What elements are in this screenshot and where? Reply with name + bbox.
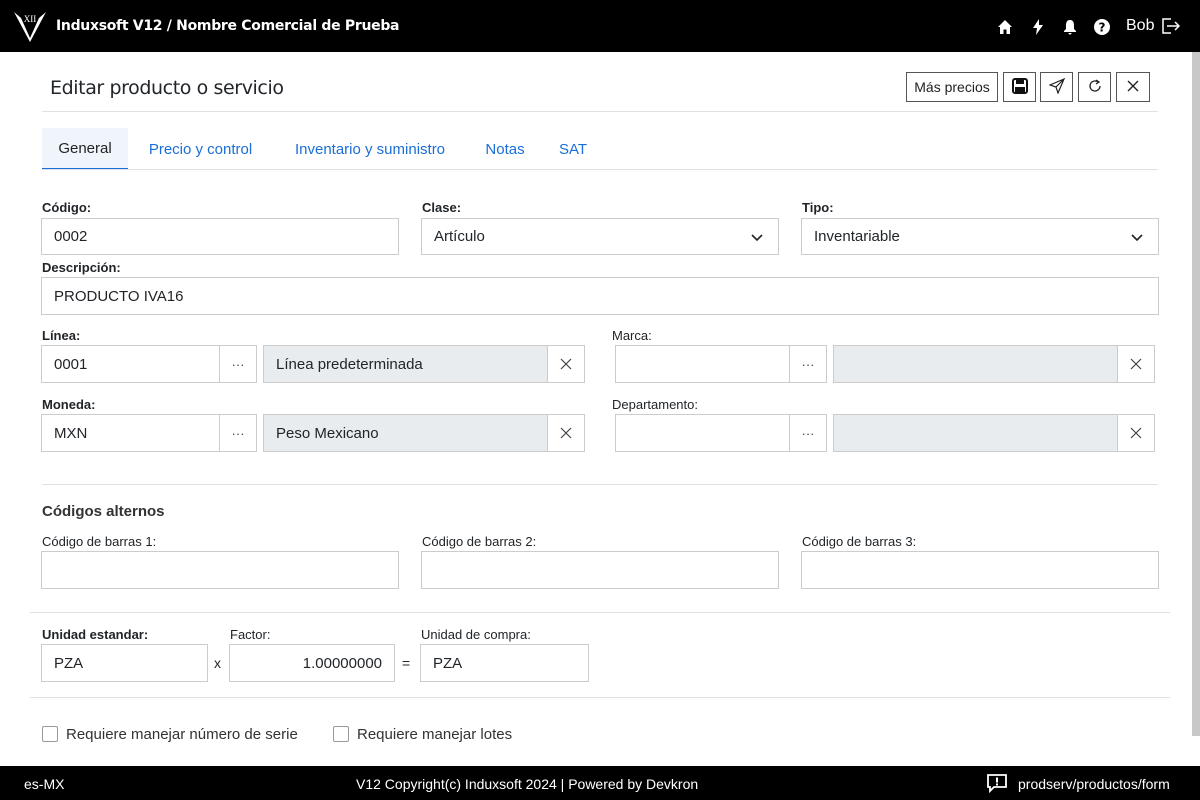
user-name[interactable]: Bob: [1126, 17, 1155, 34]
header-divider: [42, 111, 1158, 112]
tipo-select[interactable]: Inventariable: [801, 218, 1159, 255]
codigo-input[interactable]: 0002: [41, 218, 399, 255]
save-icon: [1011, 77, 1028, 97]
linea-code-input[interactable]: 0001: [41, 345, 220, 383]
unidad-std-input[interactable]: PZA: [41, 644, 208, 682]
marca-clear-button[interactable]: [1117, 345, 1155, 383]
unidad-std-label: Unidad estandar:: [42, 627, 149, 642]
departamento-label: Departamento:: [612, 397, 698, 412]
app-title: Induxsoft V12 / Nombre Comercial de Prue…: [56, 18, 400, 34]
close-button[interactable]: [1116, 72, 1150, 102]
lotes-label: Requiere manejar lotes: [357, 726, 513, 743]
marca-label: Marca:: [612, 328, 652, 343]
barcode2-label: Código de barras 2:: [422, 534, 537, 549]
moneda-code-input[interactable]: MXN: [41, 414, 220, 452]
copyright: V12 Copyright(c) Induxsoft 2024 | Powere…: [356, 776, 699, 792]
departamento-code-input[interactable]: [615, 414, 790, 452]
close-icon: [560, 358, 572, 370]
linea-label: Línea:: [42, 328, 81, 343]
locale: es-MX: [24, 776, 65, 792]
tab-precio-control[interactable]: Precio y control: [148, 140, 253, 158]
chevron-down-icon: [751, 234, 763, 242]
close-icon: [1130, 358, 1142, 370]
descripcion-input[interactable]: PRODUCTO IVA16: [41, 277, 1159, 315]
departamento-name-field: [833, 414, 1118, 452]
departamento-search-button[interactable]: ···: [789, 414, 827, 452]
descripcion-label: Descripción:: [42, 260, 121, 275]
refresh-icon: [1088, 78, 1102, 96]
factor-label: Factor:: [230, 627, 271, 642]
chevron-down-icon: [1131, 234, 1143, 242]
route: prodserv/productos/form: [1018, 776, 1170, 792]
section-divider: [30, 697, 1170, 698]
linea-search-button[interactable]: ···: [219, 345, 257, 383]
svg-text:XII: XII: [24, 14, 37, 24]
page-title: Editar producto o servicio: [50, 77, 284, 99]
codigo-label: Código:: [42, 200, 92, 215]
linea-clear-button[interactable]: [547, 345, 585, 383]
equals-sign: =: [402, 655, 411, 671]
times-sign: x: [214, 655, 221, 671]
bolt-icon[interactable]: [1029, 18, 1047, 36]
save-button[interactable]: [1003, 72, 1036, 102]
close-icon: [1130, 427, 1142, 439]
barcode1-input[interactable]: [41, 551, 399, 589]
top-bar: XII Induxsoft V12 / Nombre Comercial de …: [0, 0, 1200, 52]
tab-inventario[interactable]: Inventario y suministro: [294, 140, 446, 158]
clase-value: Artículo: [434, 228, 485, 245]
marca-code-input[interactable]: [615, 345, 790, 383]
moneda-name-field: Peso Mexicano: [263, 414, 548, 452]
barcode3-label: Código de barras 3:: [802, 534, 917, 549]
tipo-label: Tipo:: [802, 200, 834, 215]
footer: es-MX V12 Copyright(c) Induxsoft 2024 | …: [0, 766, 1200, 800]
send-icon: [1047, 77, 1065, 97]
help-icon[interactable]: ?: [1093, 18, 1111, 36]
home-icon[interactable]: [996, 18, 1014, 36]
departamento-clear-button[interactable]: [1117, 414, 1155, 452]
lotes-checkbox[interactable]: [333, 726, 349, 742]
logout-icon[interactable]: [1160, 17, 1182, 35]
section-divider: [42, 484, 1158, 485]
serie-label: Requiere manejar número de serie: [66, 726, 298, 743]
marca-name-field: [833, 345, 1118, 383]
marca-search-button[interactable]: ···: [789, 345, 827, 383]
clase-select[interactable]: Artículo: [421, 218, 779, 255]
more-prices-button[interactable]: Más precios: [906, 72, 998, 102]
serie-checkbox[interactable]: [42, 726, 58, 742]
tab-notas[interactable]: Notas: [485, 140, 525, 158]
section-divider: [30, 612, 1170, 613]
moneda-label: Moneda:: [42, 397, 96, 412]
barcode2-input[interactable]: [421, 551, 779, 589]
tipo-value: Inventariable: [814, 228, 900, 245]
refresh-button[interactable]: [1078, 72, 1111, 102]
unidad-compra-input[interactable]: PZA: [420, 644, 589, 682]
svg-text:?: ?: [1099, 21, 1106, 35]
close-icon: [1126, 79, 1140, 96]
logo[interactable]: XII: [12, 8, 48, 44]
feedback-icon[interactable]: [986, 773, 1008, 796]
unidad-compra-label: Unidad de compra:: [421, 627, 531, 642]
barcode3-input[interactable]: [801, 551, 1159, 589]
send-button[interactable]: [1040, 72, 1073, 102]
tabs-divider: [42, 169, 1158, 170]
close-icon: [560, 427, 572, 439]
barcode1-label: Código de barras 1:: [42, 534, 157, 549]
moneda-search-button[interactable]: ···: [219, 414, 257, 452]
tab-sat[interactable]: SAT: [558, 140, 588, 158]
scrollbar[interactable]: [1192, 52, 1200, 736]
factor-input[interactable]: 1.00000000: [229, 644, 395, 682]
tab-general[interactable]: General: [42, 128, 128, 170]
bell-icon[interactable]: [1061, 18, 1079, 36]
clase-label: Clase:: [422, 200, 462, 215]
linea-name-field: Línea predeterminada: [263, 345, 548, 383]
alt-codes-title: Códigos alternos: [42, 503, 165, 520]
moneda-clear-button[interactable]: [547, 414, 585, 452]
